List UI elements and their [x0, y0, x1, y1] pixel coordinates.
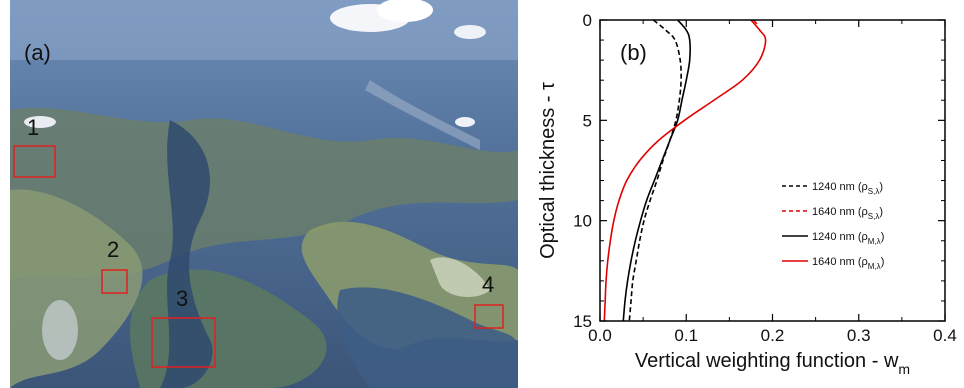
legend-label-4: 1640 nm (ρM,λ) [812, 256, 884, 271]
legend-label-close: ) [881, 256, 885, 268]
y-axis-title: Optical thickness - τ [537, 82, 559, 259]
region-2-box: 2 [101, 237, 128, 294]
x-tick-label: 0.1 [674, 326, 698, 345]
region-4-box: 4 [474, 272, 504, 329]
x-tick-label: 0.0 [588, 326, 612, 345]
region-3-label: 3 [176, 286, 188, 311]
region-1-rect [13, 145, 56, 178]
region-4-rect [474, 304, 504, 329]
chart-panel-label: (b) [620, 40, 647, 65]
x-axis-ticks: 0.0 0.1 0.2 0.3 0.4 [588, 20, 957, 345]
photo-annotations: (a) 1 2 3 4 [13, 40, 504, 368]
chart-svg: 0.0 0.1 0.2 0.3 0.4 0 5 10 15 (b) Vertical weig… [537, 11, 957, 377]
chart-legend: 1240 nm (ρS,λ)1640 nm (ρS,λ)1240 nm (ρM,… [782, 181, 884, 271]
photo-panel-label: (a) [24, 40, 51, 65]
x-axis-title-main: Vertical weighting function - w [635, 350, 899, 372]
legend-label-main: 1640 nm (ρ [812, 206, 868, 218]
legend-label-3: 1240 nm (ρM,λ) [812, 231, 884, 246]
x-axis-title-subscript: m [898, 361, 910, 377]
region-1-label: 1 [27, 115, 39, 140]
region-2-label: 2 [107, 237, 119, 262]
legend-label-close: ) [881, 231, 885, 243]
region-3-rect [151, 317, 216, 368]
plot-lines [603, 19, 767, 322]
legend-label-main: 1640 nm (ρ [812, 256, 868, 268]
legend-label-1: 1240 nm (ρS,λ) [812, 181, 883, 196]
plot-frame [599, 19, 946, 322]
y-tick-label: 0 [583, 11, 592, 30]
aerial-photo-image [10, 0, 518, 388]
y-tick-label: 10 [573, 212, 592, 231]
series-line-3 [622, 19, 691, 322]
series-line-4 [603, 19, 767, 322]
aerial-photo: (a) 1 2 3 4 [10, 0, 518, 388]
legend-label-2: 1640 nm (ρS,λ) [812, 206, 883, 221]
y-tick-label: 5 [583, 111, 592, 130]
x-tick-label: 0.3 [847, 326, 871, 345]
legend-label-close: ) [879, 206, 883, 218]
legend-label-subscript: S,λ [868, 212, 880, 221]
legend-label-close: ) [879, 181, 883, 193]
weighting-function-chart: 0.0 0.1 0.2 0.3 0.4 0 5 10 15 (b) Vertical weig… [518, 0, 964, 388]
series-line-1 [628, 19, 682, 322]
region-3-box: 3 [151, 286, 216, 368]
legend-label-main: 1240 nm (ρ [812, 231, 868, 243]
x-axis-title: Vertical weighting function - wm [635, 350, 910, 377]
legend-label-subscript: S,λ [868, 187, 880, 196]
legend-label-subscript: M,λ [868, 262, 881, 271]
region-2-rect [101, 269, 128, 294]
x-tick-label: 0.2 [761, 326, 785, 345]
y-axis-ticks: 0 5 10 15 [573, 11, 945, 331]
legend-label-subscript: M,λ [868, 237, 881, 246]
y-tick-label: 15 [573, 312, 592, 331]
legend-label-main: 1240 nm (ρ [812, 181, 868, 193]
region-1-box: 1 [13, 115, 56, 178]
region-4-label: 4 [482, 272, 494, 297]
x-tick-label: 0.4 [933, 326, 957, 345]
